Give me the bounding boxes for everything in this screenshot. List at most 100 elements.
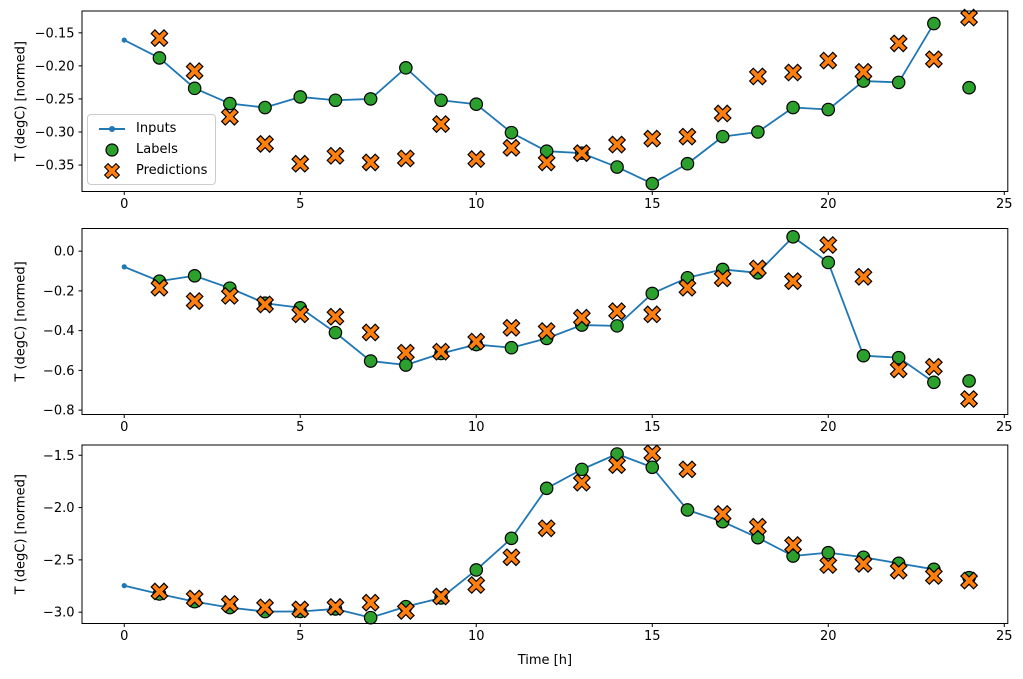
y-axis-label: T (degC) [normed] xyxy=(14,41,29,162)
predictions-marker xyxy=(291,600,310,619)
predictions-marker xyxy=(150,29,169,48)
inputs-line xyxy=(123,235,935,384)
predictions-marker xyxy=(713,269,732,288)
y-tick-label: −0.30 xyxy=(35,125,75,140)
labels-marker xyxy=(927,16,941,31)
predictions-marker xyxy=(643,305,662,324)
predictions-marker xyxy=(713,104,732,123)
x-tick-label: 20 xyxy=(820,197,837,212)
labels-marker xyxy=(187,268,202,283)
predictions-marker xyxy=(185,62,204,81)
predictions-x-swatch xyxy=(103,162,121,179)
labels-marker xyxy=(539,481,554,496)
predictions-marker xyxy=(396,149,415,168)
predictions-marker xyxy=(467,150,486,169)
labels-marker xyxy=(680,156,695,171)
predictions-x-icon xyxy=(103,162,121,179)
labels-marker xyxy=(821,255,836,270)
predictions-marker xyxy=(326,307,345,326)
predictions-marker xyxy=(889,34,908,53)
predictions-marker xyxy=(784,63,803,82)
predictions-marker xyxy=(678,127,697,146)
y-tick-label: −0.8 xyxy=(43,404,75,419)
labels-marker xyxy=(434,93,448,108)
x-axis-label: Time [h] xyxy=(517,653,572,668)
labels-marker xyxy=(645,460,660,475)
labels-marker xyxy=(786,549,800,563)
predictions-marker xyxy=(432,115,451,134)
labels-marker xyxy=(927,375,941,390)
labels-marker xyxy=(751,530,765,545)
legend-item-predictions: Predictions xyxy=(97,162,208,179)
labels-marker xyxy=(856,348,871,363)
y-tick-label: −2.5 xyxy=(43,553,75,568)
predictions-marker xyxy=(784,535,803,555)
predictions-marker xyxy=(502,138,521,157)
labels-marker xyxy=(469,563,484,577)
labels-marker xyxy=(610,160,624,174)
labels-marker xyxy=(504,340,519,355)
x-tick-label: 15 xyxy=(644,197,661,212)
axes-frame xyxy=(81,444,1009,624)
labels-marker xyxy=(610,447,624,461)
subplot-3: 0 5 10 15 20 25 −1.5 −2.0 −2.5 −3.0 T (degC) [norm… xyxy=(14,444,1013,644)
predictions-marker xyxy=(819,235,838,255)
labels-marker xyxy=(258,100,272,115)
y-tick-label: −0.4 xyxy=(43,324,75,339)
x-tick-label: 15 xyxy=(644,629,661,644)
inputs-line-icon xyxy=(99,125,125,132)
predictions-marker xyxy=(748,259,767,278)
legend-label-predictions: Predictions xyxy=(136,163,208,178)
legend-item-inputs: Inputs xyxy=(97,121,206,137)
y-tick-label: −0.20 xyxy=(35,59,75,74)
y-tick-label: −0.35 xyxy=(35,159,75,174)
y-tick-label: −0.2 xyxy=(43,284,75,299)
predictions-marker xyxy=(502,548,521,567)
predictions-marker xyxy=(185,291,204,311)
labels-marker xyxy=(962,374,976,388)
inputs-dot-swatch xyxy=(109,125,115,132)
labels-marker xyxy=(399,61,413,75)
labels-marker xyxy=(469,97,484,112)
predictions-marker xyxy=(150,278,169,297)
predictions-marker xyxy=(255,598,275,617)
y-axis-label: T (degC) [normed] xyxy=(14,474,29,595)
predictions-marker xyxy=(572,308,591,327)
predictions-marker xyxy=(572,473,591,492)
predictions-marker xyxy=(291,154,310,173)
x-tick-label: 0 xyxy=(120,420,128,435)
predictions-marker xyxy=(960,389,979,409)
x-tick-label: 5 xyxy=(296,197,304,212)
labels-marker xyxy=(786,230,800,244)
predictions-marker xyxy=(537,153,556,172)
predictions-marker xyxy=(220,594,239,613)
predictions-marker xyxy=(255,295,275,314)
predictions-marker xyxy=(361,593,380,612)
axes-frame xyxy=(81,10,1009,192)
y-tick-label: −1.5 xyxy=(43,449,75,464)
predictions-marker xyxy=(326,146,345,165)
predictions-marker xyxy=(396,601,415,620)
predictions-marker xyxy=(396,343,415,362)
x-tick-label: 25 xyxy=(996,420,1013,435)
predictions-marker xyxy=(854,554,873,574)
predictions-marker xyxy=(537,519,556,538)
predictions-marker xyxy=(150,582,169,601)
predictions-marker xyxy=(361,323,380,342)
predictions-marker xyxy=(467,332,486,351)
x-tick-label: 25 xyxy=(996,197,1013,212)
y-tick-label: −2.0 xyxy=(43,501,75,516)
labels-marker xyxy=(328,325,343,340)
labels-marker xyxy=(539,144,554,158)
inputs-line xyxy=(123,23,935,185)
labels-marker xyxy=(575,462,589,477)
predictions-marker xyxy=(572,144,591,163)
x-tick-label: 25 xyxy=(996,629,1013,644)
predictions-marker xyxy=(502,318,521,337)
labels-marker xyxy=(363,92,378,106)
inputs-line xyxy=(124,453,935,619)
labels-marker xyxy=(293,90,308,104)
legend-item-labels: Labels xyxy=(97,142,206,158)
predictions-marker xyxy=(537,321,556,341)
